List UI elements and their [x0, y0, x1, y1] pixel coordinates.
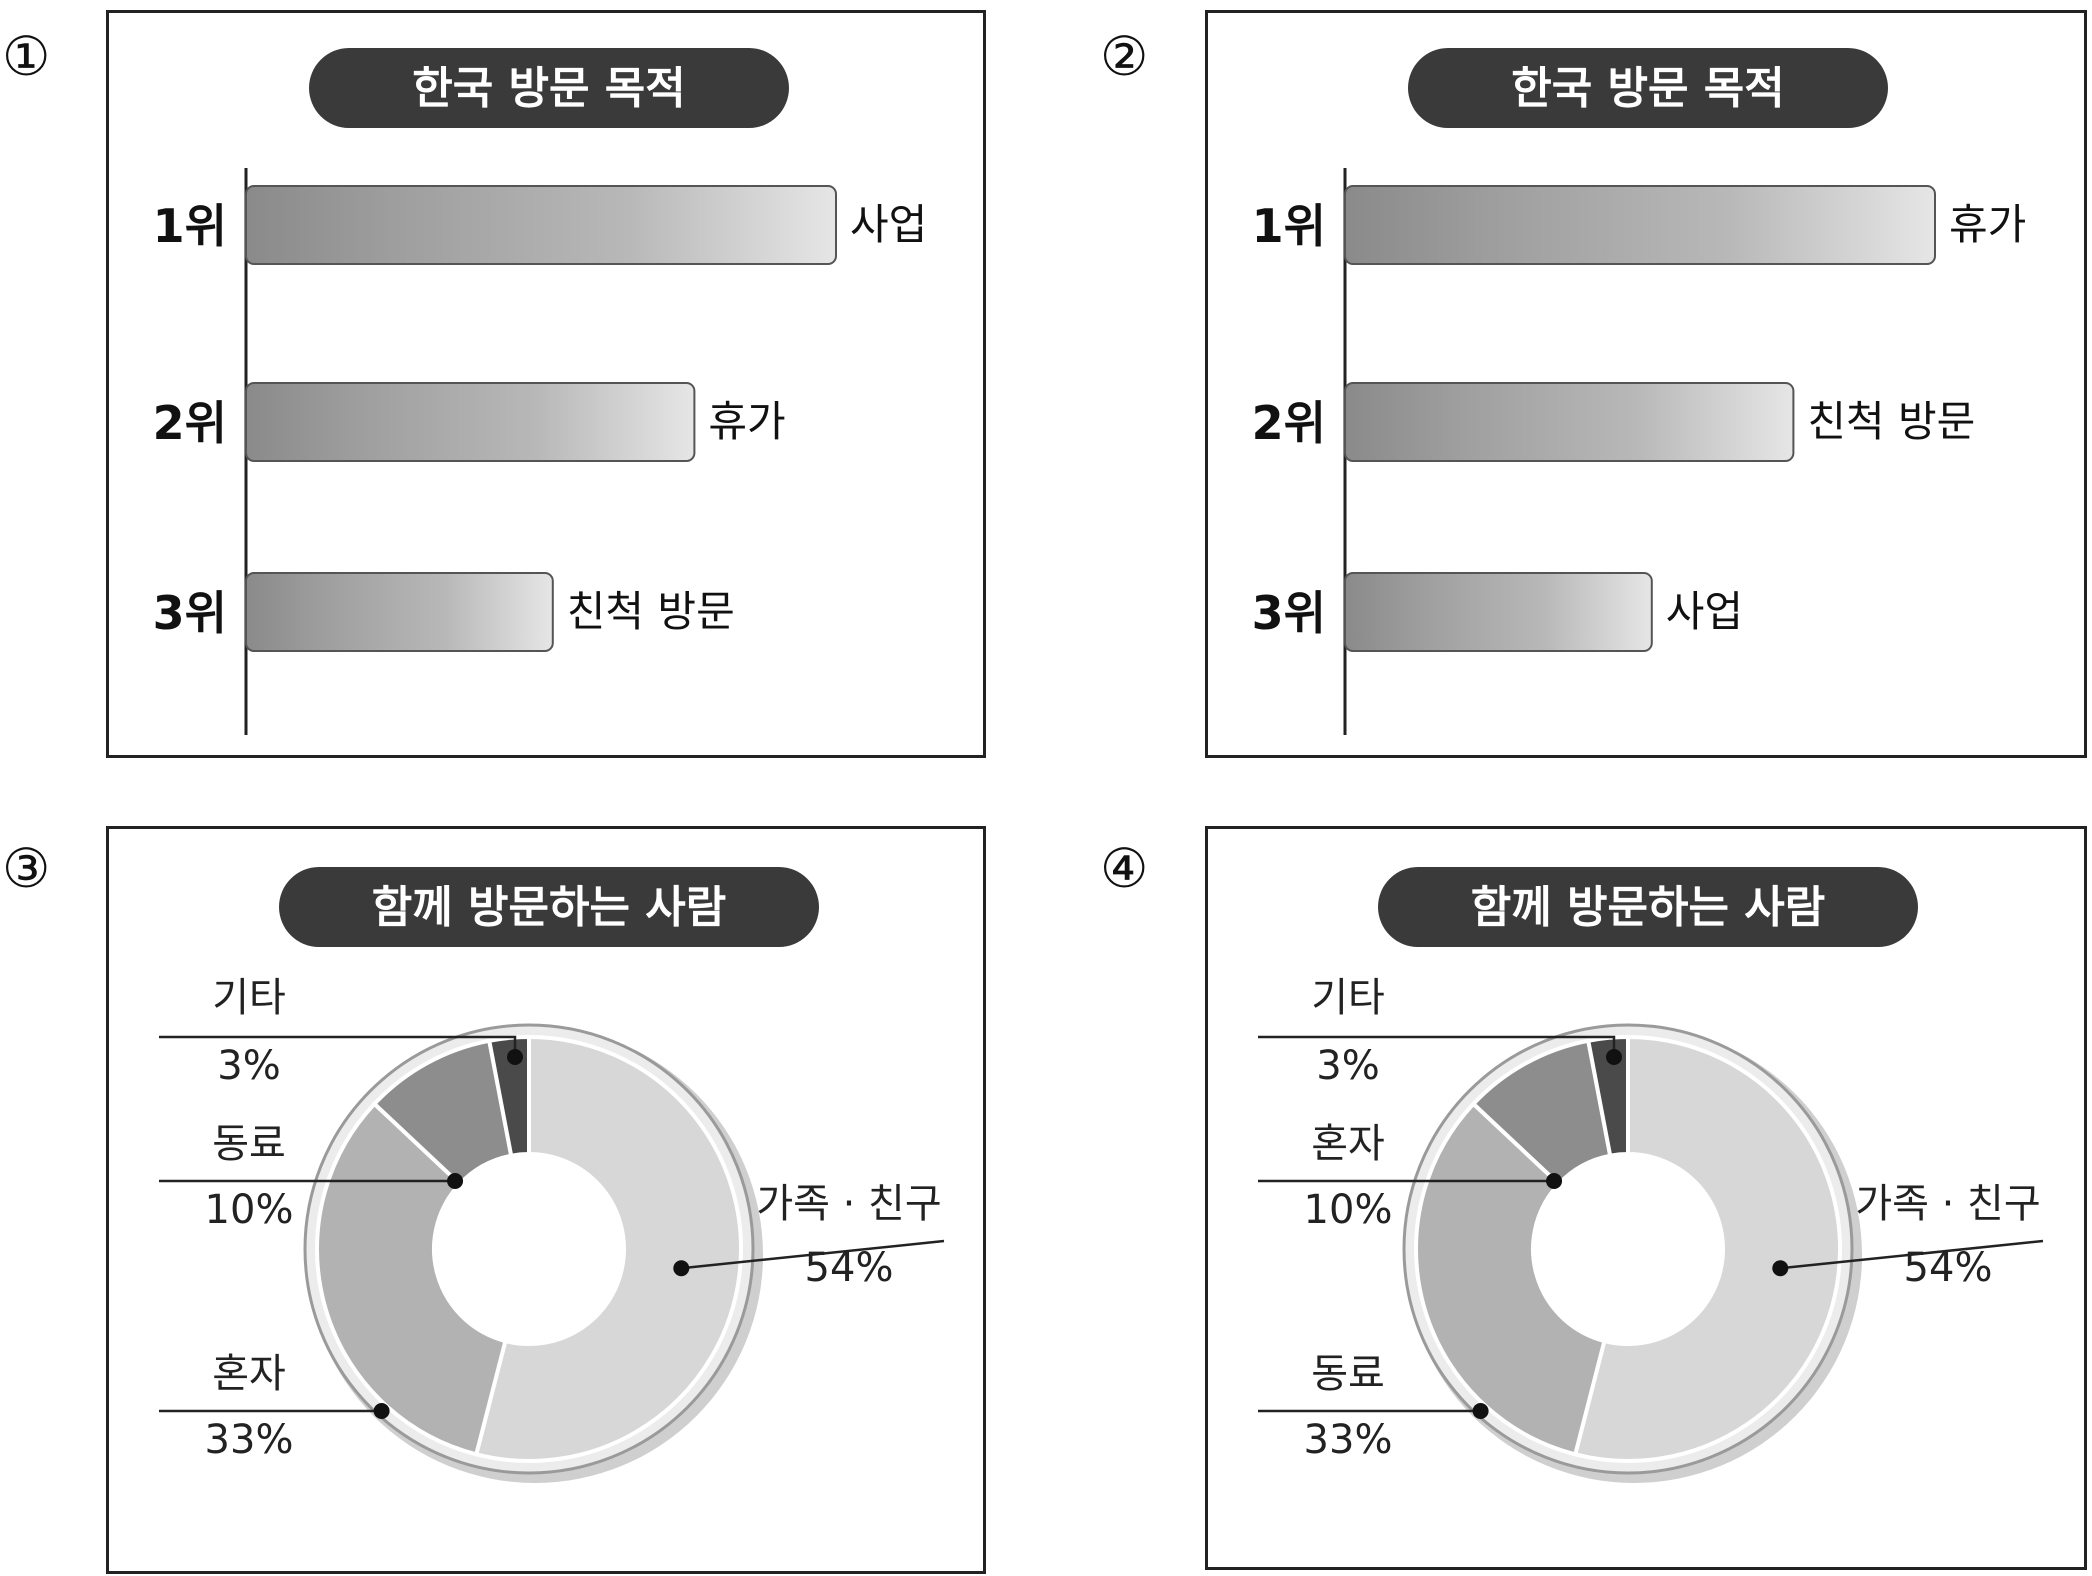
slice-label: 기타	[212, 975, 286, 1021]
leader-dot	[1472, 1403, 1489, 1419]
chart-title: 함께 방문하는 사람	[1378, 867, 1918, 947]
slice-label: 혼자	[212, 1351, 286, 1397]
leader-dot	[1772, 1260, 1789, 1277]
slice-value: 33%	[205, 1417, 294, 1463]
slice-value: 54%	[1904, 1245, 1993, 1291]
rank-label: 1위	[153, 199, 227, 253]
rank-label: 3위	[153, 586, 227, 640]
slice-value: 10%	[205, 1187, 294, 1233]
slice-value: 3%	[1316, 1043, 1379, 1089]
bar-category-label: 휴가	[1949, 200, 2026, 249]
rank-label: 3위	[1252, 586, 1326, 640]
bar-chart-2: 한국 방문 목적 1위 휴가 2위 친척 방문 3위 사업	[1252, 48, 2026, 735]
rank-label: 2위	[1252, 396, 1326, 450]
bar-chart-panel-2: 한국 방문 목적 1위 휴가 2위 친척 방문 3위 사업	[1205, 10, 2087, 758]
bar-3	[245, 572, 554, 652]
bar-category-label: 친척 방문	[567, 587, 735, 636]
slice-value: 10%	[1304, 1187, 1393, 1233]
leader-line	[1780, 1239, 2044, 1270]
option-number-1: ①	[2, 25, 51, 88]
slice-label: 혼자	[1311, 1121, 1385, 1167]
slice-label: 기타	[1311, 975, 1385, 1021]
donut-hole	[1533, 1154, 1723, 1344]
leader-dot	[673, 1260, 690, 1277]
bar-category-label: 휴가	[708, 397, 785, 446]
chart-title: 한국 방문 목적	[1408, 48, 1888, 128]
bar-1	[245, 185, 837, 265]
bar-2	[1344, 382, 1795, 462]
rank-label: 1위	[1252, 199, 1326, 253]
title-pill	[1408, 48, 1888, 128]
title-text: 함께 방문하는 사람	[372, 882, 726, 933]
chart-title: 함께 방문하는 사람	[279, 867, 819, 947]
title-text: 한국 방문 목적	[412, 63, 686, 114]
option-number-3: ③	[2, 837, 51, 900]
slice-value: 54%	[805, 1245, 894, 1291]
rank-label: 2위	[153, 396, 227, 450]
title-pill	[309, 48, 789, 128]
title-text: 한국 방문 목적	[1511, 63, 1785, 114]
bar-category-label: 사업	[850, 200, 927, 249]
chart-title: 한국 방문 목적	[309, 48, 789, 128]
leader-dot	[373, 1403, 390, 1419]
bar-2	[245, 382, 696, 462]
slice-label: 가족 · 친구	[1855, 1181, 2040, 1227]
bar-chart-panel-1: 한국 방문 목적 1위 사업 2위 휴가 3위 친척 방문	[106, 10, 986, 758]
slice-label: 동료	[212, 1121, 286, 1167]
bar-category-label: 친척 방문	[1807, 397, 1975, 446]
slice-label: 동료	[1311, 1351, 1385, 1397]
leader-dot	[1606, 1049, 1622, 1065]
slice-value: 3%	[217, 1043, 280, 1089]
option-number-2: ②	[1100, 25, 1149, 88]
leader-dot	[1546, 1173, 1563, 1189]
bar-category-label: 사업	[1666, 587, 1743, 636]
title-text: 함께 방문하는 사람	[1471, 882, 1825, 933]
slice-label: 가족 · 친구	[756, 1181, 941, 1227]
option-number-4: ④	[1100, 837, 1149, 900]
title-pill	[279, 867, 819, 947]
bar-chart-1: 한국 방문 목적 1위 사업 2위 휴가 3위 친척 방문	[153, 48, 927, 735]
title-pill	[1378, 867, 1918, 947]
donut-hole	[434, 1154, 624, 1344]
slice-value: 33%	[1304, 1417, 1393, 1463]
leader-line	[681, 1239, 945, 1270]
leader-dot	[507, 1049, 523, 1065]
bar-3	[1344, 572, 1653, 652]
leader-dot	[447, 1173, 464, 1189]
bar-1	[1344, 185, 1936, 265]
